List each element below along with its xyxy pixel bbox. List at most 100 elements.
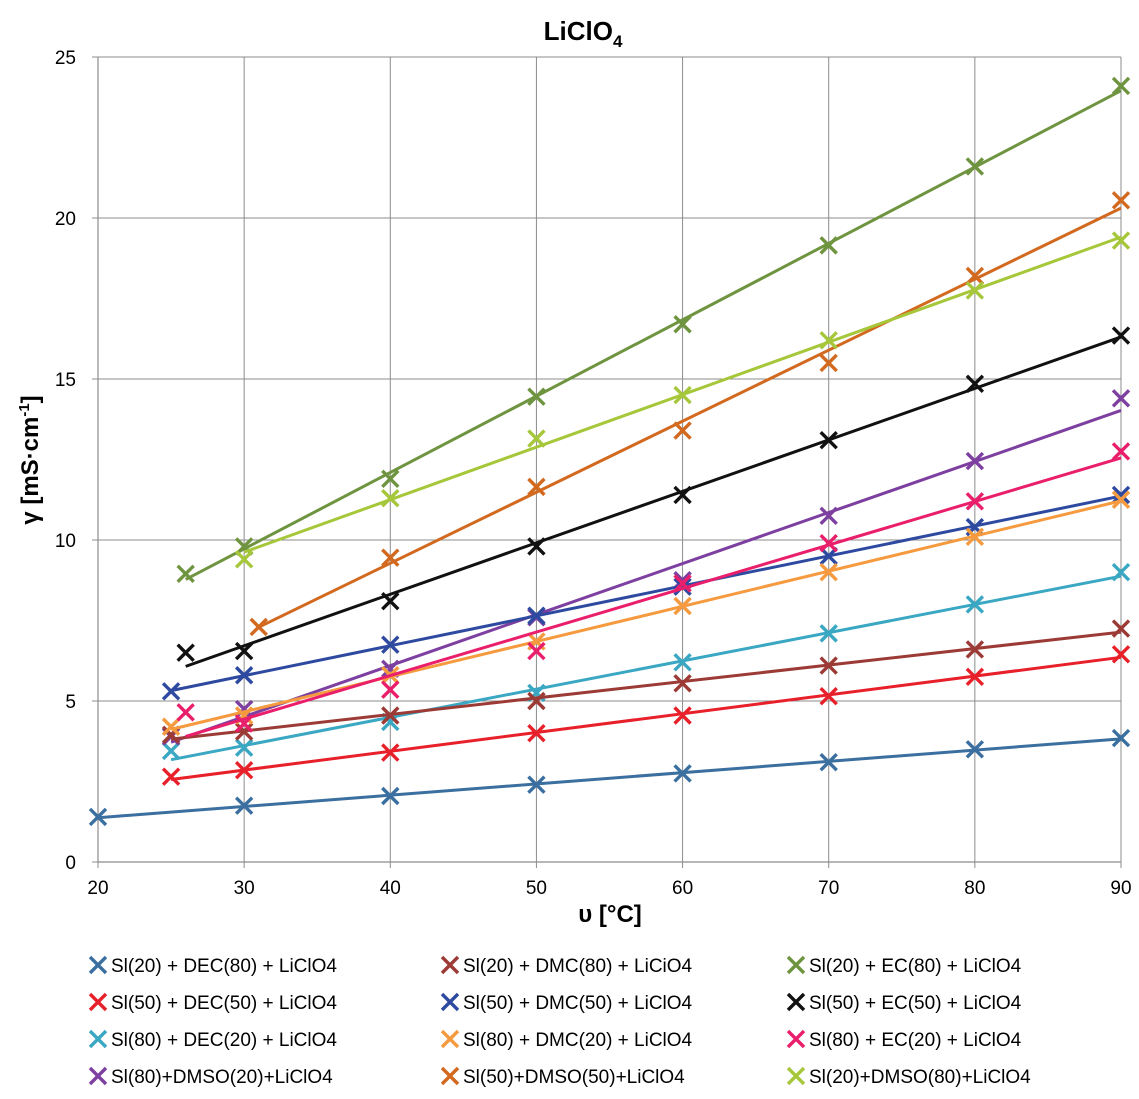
series-4-point	[965, 451, 985, 471]
series-11	[176, 442, 1131, 738]
series-11-trendline	[185, 456, 1122, 738]
series-6-point	[161, 682, 181, 701]
legend-label: Sl(50) + DMC(50) + LiClO4	[463, 993, 693, 1014]
series-6-point	[527, 606, 546, 625]
series-12-point	[527, 429, 546, 448]
legend-label: Sl(20) + EC(80) + LiClO4	[809, 956, 1022, 977]
series-2-point	[819, 686, 838, 706]
series-3-point	[381, 712, 400, 732]
series-11-point	[1111, 442, 1131, 461]
legend-item: Sl(20) + DEC(80) + LiClO4	[88, 955, 337, 977]
series-5	[161, 619, 1131, 745]
legend-label: Sl(80) + DEC(20) + LiClO4	[111, 1030, 337, 1051]
y-tick-label: 0	[65, 853, 76, 874]
series-9-point	[965, 157, 985, 176]
series-2-point	[381, 743, 400, 762]
chart-title-main: LiClO	[544, 16, 613, 46]
axes	[92, 56, 1122, 868]
legend-item: Sl(50) + EC(50) + LiClO4	[786, 992, 1022, 1014]
series-5-point	[673, 674, 692, 693]
series-9	[176, 76, 1131, 584]
legend-marker	[88, 955, 108, 975]
series-6-point	[381, 635, 400, 654]
series-8	[249, 191, 1131, 637]
series-1-point	[819, 752, 838, 772]
series-11-point	[673, 574, 692, 593]
series-7-point	[673, 596, 692, 616]
series-7-trendline	[170, 499, 1122, 731]
series-3-point	[161, 741, 181, 761]
series-5-point	[234, 722, 254, 741]
x-tick-label: 20	[87, 878, 108, 899]
series-5-point	[381, 706, 400, 725]
y-tick-label: 20	[55, 209, 76, 230]
legend-marker	[440, 992, 460, 1012]
legend-marker	[440, 1066, 460, 1086]
legend-label: Sl(80) + EC(20) + LiClO4	[809, 1030, 1022, 1051]
series-1-point	[381, 786, 400, 806]
series-6-point	[1111, 485, 1131, 505]
legend-marker	[786, 1029, 806, 1049]
series-7-point	[1111, 490, 1131, 509]
legend-item: Sl(80) + DEC(20) + LiClO4	[88, 1029, 337, 1051]
series-1	[88, 728, 1131, 827]
series-10-point	[673, 485, 692, 505]
series-2-point	[965, 667, 985, 687]
series-12	[234, 231, 1131, 569]
series-8-point	[819, 353, 838, 373]
series-12-point	[819, 331, 838, 350]
series-10-point	[234, 641, 254, 661]
series-9-point	[673, 315, 692, 334]
legend-item: Sl(20) + DMC(80) + LiCiO4	[440, 955, 693, 977]
series-10-point	[1111, 326, 1131, 345]
series-10	[176, 326, 1131, 668]
legend-item: Sl(50) + DMC(50) + LiClO4	[440, 992, 693, 1014]
series-2-trendline	[170, 655, 1122, 781]
x-tick-label: 40	[380, 878, 401, 899]
x-tick-label: 30	[234, 878, 255, 899]
series-12-point	[381, 488, 400, 508]
y-tick-labels: 0 5 10 15 20 25	[55, 48, 76, 874]
x-tick-label: 70	[818, 878, 839, 899]
x-tick-label: 50	[526, 878, 547, 899]
series-7-point	[161, 717, 181, 736]
legend-label: Sl(20) + DEC(80) + LiClO4	[111, 956, 337, 977]
series-6-point	[234, 666, 254, 685]
legend-item: Sl(80)+DMSO(20)+LiClO4	[88, 1066, 333, 1088]
series-1-point	[88, 807, 108, 827]
series-12-point	[1111, 231, 1131, 250]
y-tick-label: 10	[55, 531, 76, 552]
series-7	[161, 490, 1131, 736]
legend-marker	[440, 1029, 460, 1049]
legend-marker	[88, 1066, 108, 1086]
legend-item: Sl(20) + EC(80) + LiClO4	[786, 955, 1022, 977]
series-3	[161, 562, 1131, 762]
series-10-trendline	[185, 335, 1122, 668]
series-1-point	[234, 796, 254, 815]
series-3-point	[673, 653, 692, 672]
series-10-point	[381, 591, 400, 611]
series-4	[161, 389, 1131, 746]
x-tick-label: 60	[672, 878, 693, 899]
series-10-point	[527, 537, 546, 556]
series-1-point	[1111, 728, 1131, 748]
series-8-point	[965, 266, 985, 286]
series-12-point	[234, 550, 254, 569]
series-11-point	[234, 714, 254, 733]
series-1-point	[965, 740, 985, 759]
series-6-trendline	[170, 494, 1122, 693]
chart-title-subscript: 4	[613, 32, 623, 51]
legend-marker	[88, 1029, 108, 1049]
legend-item: Sl(80) + DMC(20) + LiClO4	[440, 1029, 693, 1051]
series-8-point	[1111, 191, 1131, 210]
series-2-point	[673, 706, 692, 725]
series-1-point	[673, 764, 692, 783]
y-tick-label: 5	[65, 692, 76, 713]
series-12-point	[673, 385, 692, 405]
series-9-point	[1111, 76, 1131, 96]
series-12-point	[965, 281, 985, 300]
series-11-point	[965, 492, 985, 511]
y-axis-label-main: γ [mS·cm	[17, 417, 44, 525]
series-3-trendline	[170, 574, 1122, 762]
